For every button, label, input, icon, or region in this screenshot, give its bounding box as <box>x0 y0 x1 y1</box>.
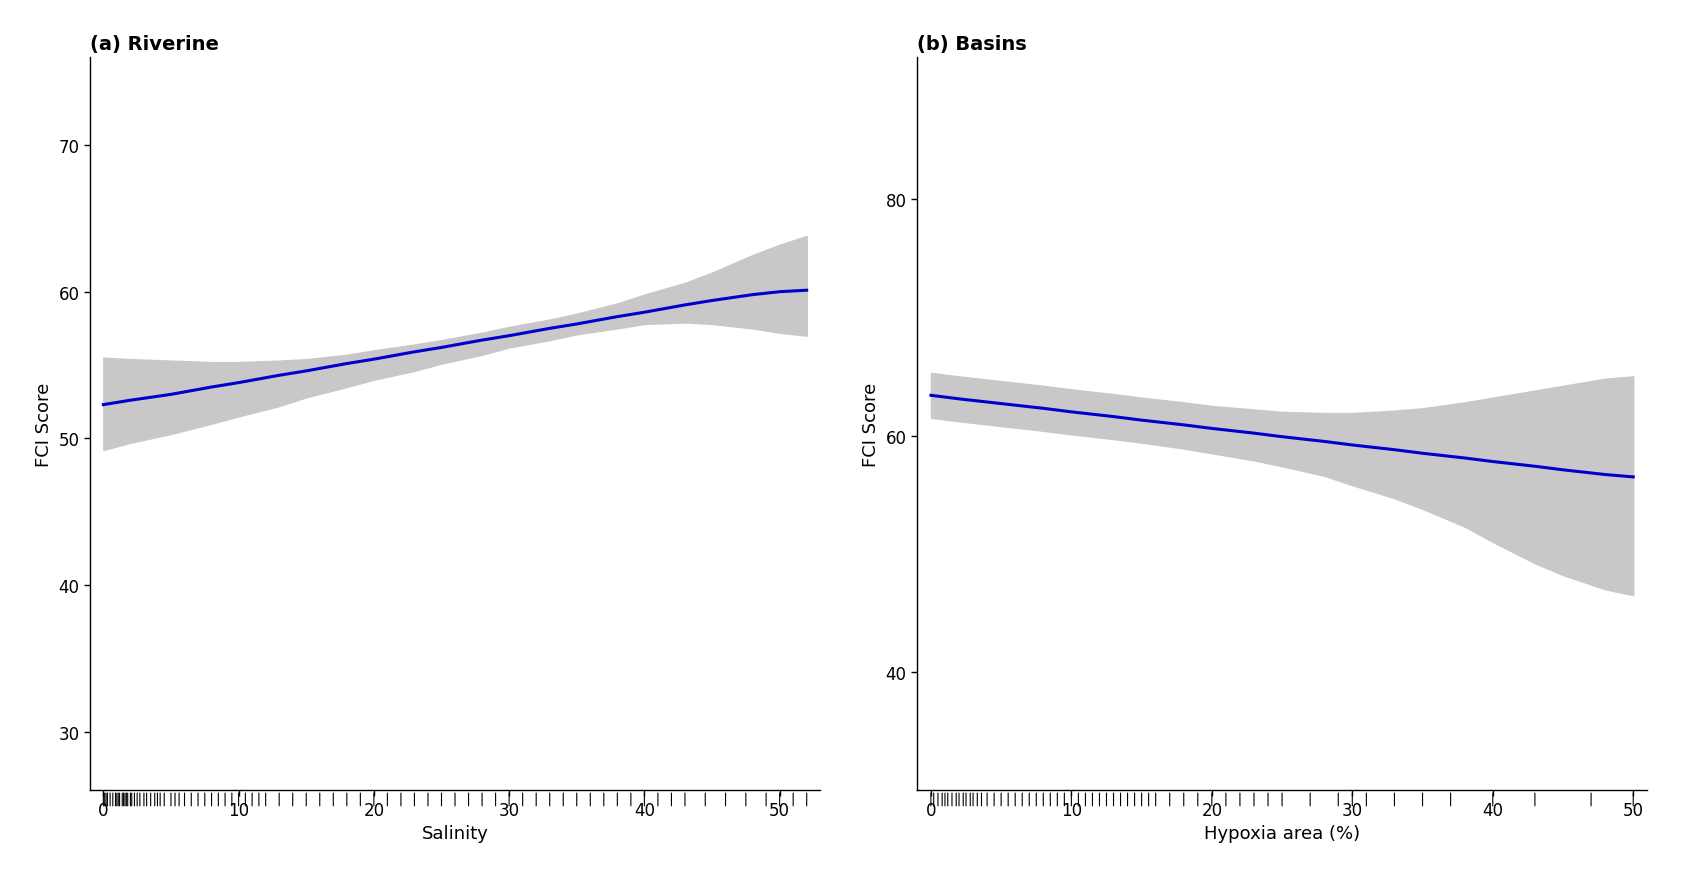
Text: (b) Basins: (b) Basins <box>917 35 1026 53</box>
X-axis label: Salinity: Salinity <box>422 824 488 842</box>
Text: (a) Riverine: (a) Riverine <box>89 35 219 53</box>
Y-axis label: FCI Score: FCI Score <box>35 382 52 467</box>
X-axis label: Hypoxia area (%): Hypoxia area (%) <box>1204 824 1361 842</box>
Y-axis label: FCI Score: FCI Score <box>861 382 880 467</box>
